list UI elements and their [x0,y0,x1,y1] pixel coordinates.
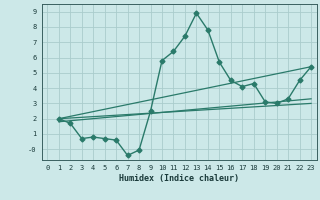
X-axis label: Humidex (Indice chaleur): Humidex (Indice chaleur) [119,174,239,183]
